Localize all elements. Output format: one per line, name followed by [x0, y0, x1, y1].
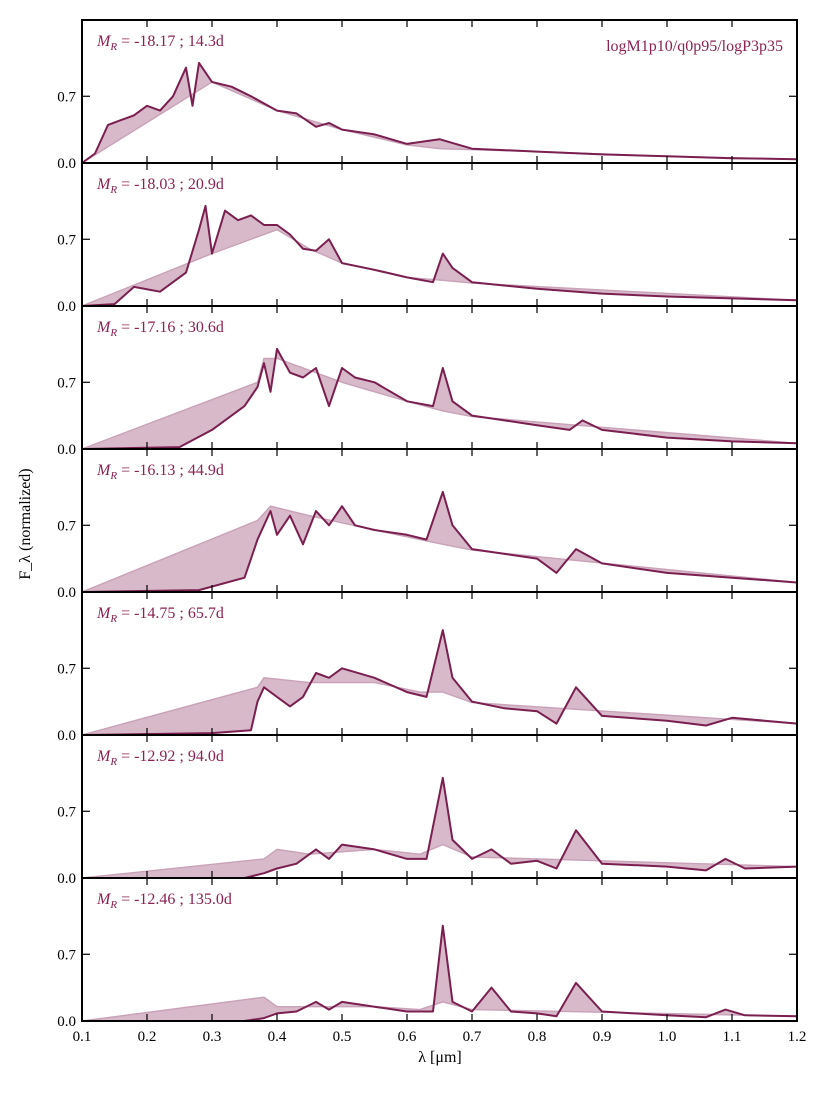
y-tick-label: 0.0 — [57, 871, 76, 887]
y-tick-label: 0.7 — [57, 804, 76, 820]
panel-3: 0.0 0.7 MR = -17.16 ; 30.6d — [57, 305, 798, 458]
y-tick-label: 0.7 — [57, 375, 76, 391]
spectrum-difference-fill — [82, 62, 797, 163]
x-tick-label: 0.8 — [528, 1029, 547, 1045]
spectrum-line — [81, 490, 798, 593]
x-tick-label: 1.2 — [788, 1029, 807, 1045]
x-tick-label: 1.1 — [723, 1029, 742, 1045]
y-axis-label: F_λ (normalized) — [17, 468, 34, 579]
spectra-panels: 0.0 0.7 MR = -18.17 ; 14.3d logM1p10/q0p95/… — [57, 19, 807, 1045]
y-tick-label: 0.0 — [57, 156, 76, 172]
x-tick-label: 0.1 — [73, 1029, 92, 1045]
spectrum-line — [81, 629, 798, 736]
x-tick-label: 0.2 — [138, 1029, 157, 1045]
panel-label: MR = -18.17 ; 14.3d — [96, 33, 224, 53]
spectrum-line — [82, 776, 798, 879]
y-tick-label: 0.7 — [57, 232, 76, 248]
spectrum-difference-fill — [82, 205, 797, 306]
x-tick-label: 1.0 — [658, 1029, 677, 1045]
spectrum-difference-fill — [82, 630, 797, 735]
continuum-line — [81, 357, 798, 450]
panel-7: 0.0 0.7 MR = -12.46 ; 135.0d — [57, 877, 798, 1030]
x-axis-label: λ [μm] — [418, 1049, 461, 1066]
y-tick-label: 0.0 — [57, 442, 76, 458]
spectrum-difference-fill — [82, 777, 797, 878]
x-tick-label: 0.5 — [333, 1029, 352, 1045]
panel-label: MR = -14.75 ; 65.7d — [96, 605, 224, 625]
x-tick-label: 0.3 — [203, 1029, 222, 1045]
spectrum-line — [81, 61, 798, 164]
x-tick-label: 0.4 — [268, 1029, 287, 1045]
model-label: logM1p10/q0p95/logP3p35 — [606, 38, 783, 55]
y-tick-label: 0.0 — [57, 299, 76, 315]
y-tick-label: 0.7 — [57, 518, 76, 534]
continuum-line — [81, 677, 798, 736]
panel-4: 0.0 0.7 MR = -16.13 ; 44.9d — [57, 448, 798, 601]
spectrum-line — [81, 347, 798, 450]
y-tick-label: 0.7 — [57, 89, 76, 105]
y-tick-label: 0.0 — [57, 728, 76, 744]
y-tick-label: 0.0 — [57, 1014, 76, 1030]
y-tick-label: 0.7 — [57, 661, 76, 677]
panel-label: MR = -16.13 ; 44.9d — [96, 462, 224, 482]
y-tick-label: 0.7 — [57, 947, 76, 963]
panel-5: 0.0 0.7 MR = -14.75 ; 65.7d — [57, 591, 798, 744]
panel-2: 0.0 0.7 MR = -18.03 ; 20.9d — [57, 162, 798, 315]
panel-1: 0.0 0.7 MR = -18.17 ; 14.3d logM1p10/q0p95/… — [57, 19, 798, 172]
panel-label: MR = -12.46 ; 135.0d — [96, 891, 232, 911]
spectrum-line — [81, 204, 798, 307]
x-tick-label: 0.7 — [463, 1029, 482, 1045]
spectrum-difference-fill — [82, 925, 797, 1021]
panel-frame — [81, 877, 798, 1022]
x-tick-label: 0.6 — [398, 1029, 417, 1045]
x-tick-label: 0.9 — [593, 1029, 612, 1045]
panel-label: MR = -18.03 ; 20.9d — [96, 176, 224, 196]
panel-6: 0.0 0.7 MR = -12.92 ; 94.0d — [57, 734, 798, 887]
y-tick-label: 0.0 — [57, 585, 76, 601]
panel-label: MR = -17.16 ; 30.6d — [96, 319, 224, 339]
spectrum-difference-fill — [82, 491, 797, 592]
panel-label: MR = -12.92 ; 94.0d — [96, 748, 224, 768]
